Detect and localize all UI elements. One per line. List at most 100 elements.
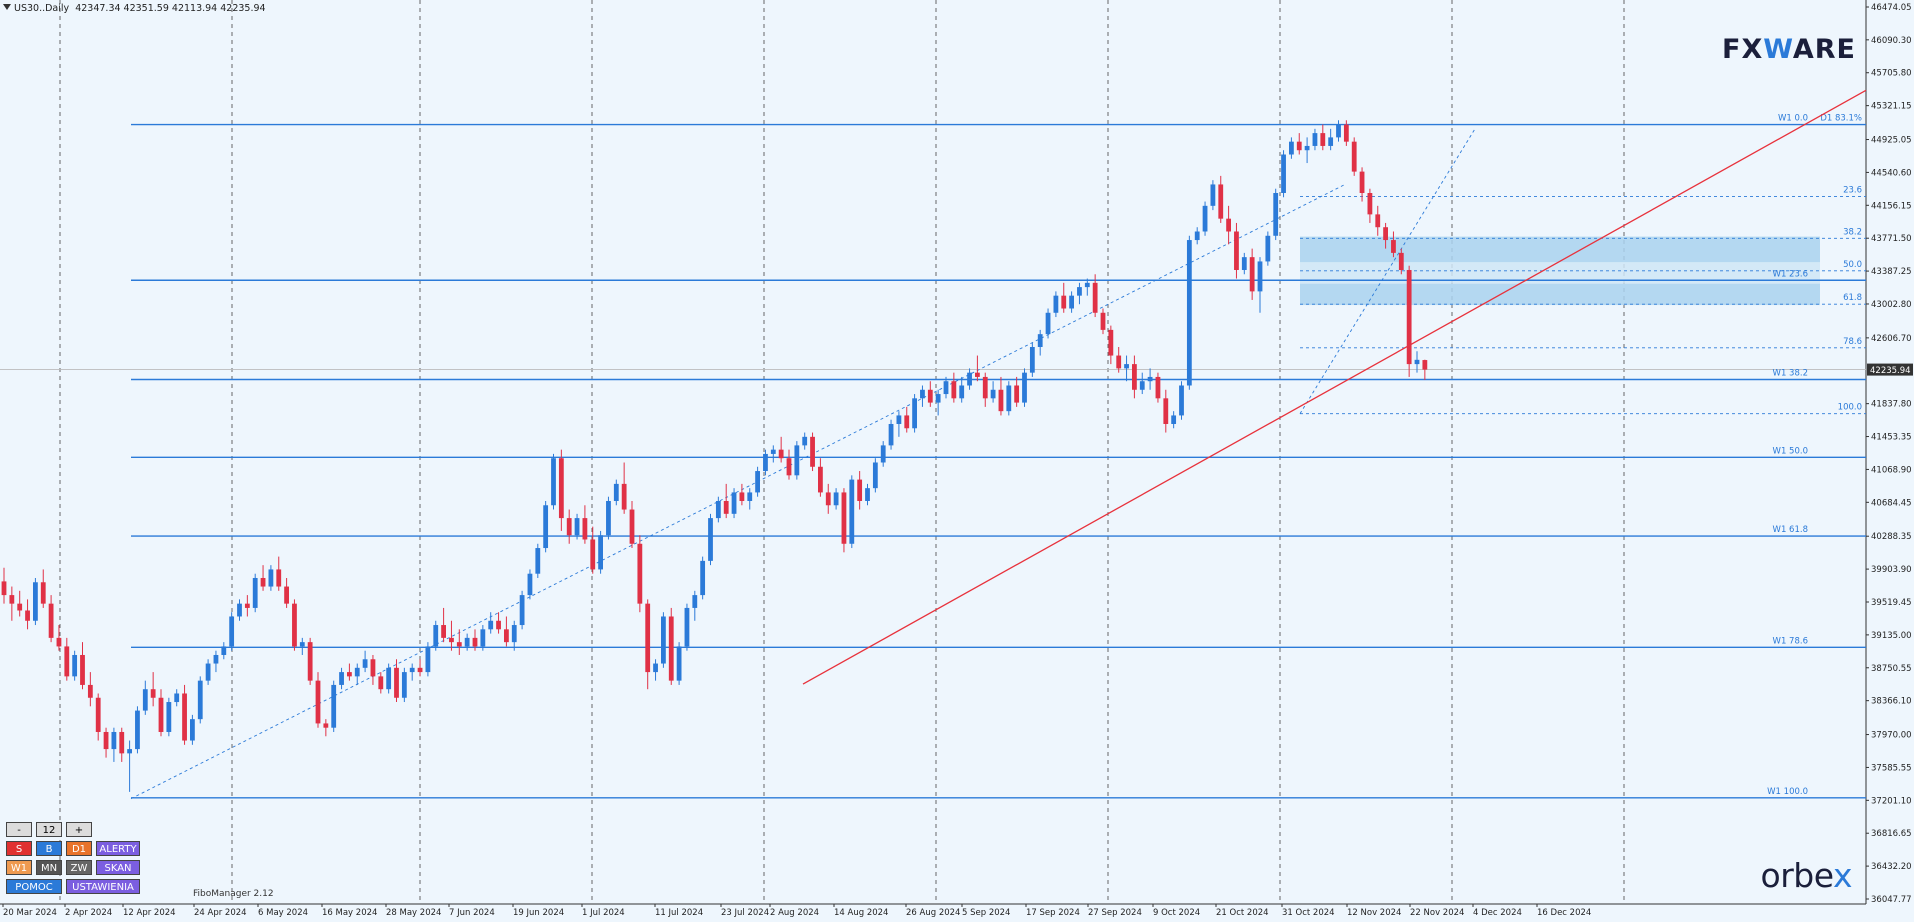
candle [1226,205,1231,245]
candle-body [1312,133,1318,146]
candle [276,556,282,591]
candle [378,672,384,694]
candle-body [401,672,407,698]
candle-body [1406,269,1412,365]
ohlc-label: 42347.34 42351.59 42113.94 42235.94 [75,3,266,14]
candle [755,466,760,497]
candle-body [284,586,289,604]
weekly-level-label: W1 23.6 [1773,269,1808,279]
candle-body [975,372,980,377]
candle-body [464,637,470,647]
candle-body [731,492,737,514]
price-tick-label: 42606.70 [1871,334,1912,344]
price-tick-label: 45705.80 [1871,69,1912,79]
candle [1273,188,1279,241]
candle [1194,227,1200,245]
candle [1139,372,1145,395]
candle [205,659,211,685]
buy-button[interactable]: B [36,841,62,856]
candle [935,389,941,416]
zw-button[interactable]: ZW [66,860,92,875]
candle-body [527,573,533,596]
candle-body [48,603,54,638]
time-tick-label: 23 Jul 2024 [721,908,769,918]
increase-button[interactable]: + [66,822,92,837]
candle [1343,120,1349,146]
candle-body [763,453,768,472]
price-tick-label: 45321.15 [1871,102,1912,112]
candle [1257,257,1263,313]
time-tick-label: 1 Jul 2024 [582,908,625,918]
daily-fibo-label: 50.0 [1843,260,1862,270]
candle-body [1029,346,1035,373]
price-tick-label: 46090.30 [1871,36,1912,46]
candle [645,599,651,690]
count-field[interactable]: 12 [36,822,62,837]
decrease-button[interactable]: - [6,822,32,837]
candle-body [1084,282,1090,288]
candle-body [417,667,423,673]
candle [519,590,525,630]
candle [998,376,1004,416]
candle-body [1022,372,1027,403]
candle-body [1171,415,1177,424]
candle [111,727,117,762]
candle [331,680,337,732]
time-axis: 20 Mar 2024 2 Apr 2024 12 Apr 2024 24 Apr 2… [2,904,1591,918]
candle-body [354,667,360,677]
mn-button[interactable]: MN [36,860,62,875]
candle [1367,188,1373,223]
time-tick-label: 22 Nov 2024 [1410,908,1464,918]
candle [1414,351,1420,373]
candle [386,663,392,694]
daily-note-label: D1 83.1% [1820,114,1862,124]
candle [87,672,93,707]
candle [731,488,737,519]
candle-body [833,492,839,506]
candle [676,642,682,685]
candle [417,659,423,677]
price-tick-label: 44156.15 [1871,201,1912,211]
alerts-button[interactable]: ALERTY [96,841,140,856]
candle [409,663,415,681]
d1-button[interactable]: D1 [66,841,92,856]
candle-body [598,535,603,570]
scan-button[interactable]: SKAN [96,860,140,875]
daily-fibo-label: 23.6 [1843,185,1862,195]
candle-body [95,697,101,732]
collapse-triangle-icon[interactable] [3,4,11,10]
time-tick-label: 12 Apr 2024 [123,908,176,918]
candle [880,441,886,467]
candle-body [551,458,556,506]
candle-body [425,646,431,673]
price-tick-label: 37201.10 [1871,796,1912,806]
candle-body [1398,252,1404,270]
candle-body [1194,231,1200,241]
candle [1281,150,1286,198]
candle [1422,359,1428,381]
price-tick-label: 40288.35 [1871,532,1912,542]
settings-button[interactable]: USTAWIENIA [66,879,140,894]
candle-body [323,723,329,728]
sell-button[interactable]: S [6,841,32,856]
candle [975,355,980,382]
candle [825,483,831,514]
candle-body [9,595,15,604]
w1-button[interactable]: W1 [6,860,32,875]
candle-body [1186,240,1192,386]
candle [127,740,132,792]
candle [621,462,627,514]
candle-body [292,603,297,647]
candle [1218,175,1224,223]
time-tick-label: 20 Mar 2024 [3,908,57,918]
candle-body [778,449,784,459]
help-button[interactable]: POMOC [6,879,62,894]
candle-body [1077,287,1082,296]
candle-body [1053,295,1059,313]
candle-body [700,560,706,596]
candle [684,603,690,651]
price-tick-label: 37585.55 [1871,763,1912,773]
weekly-level-label: W1 100.0 [1767,787,1808,797]
